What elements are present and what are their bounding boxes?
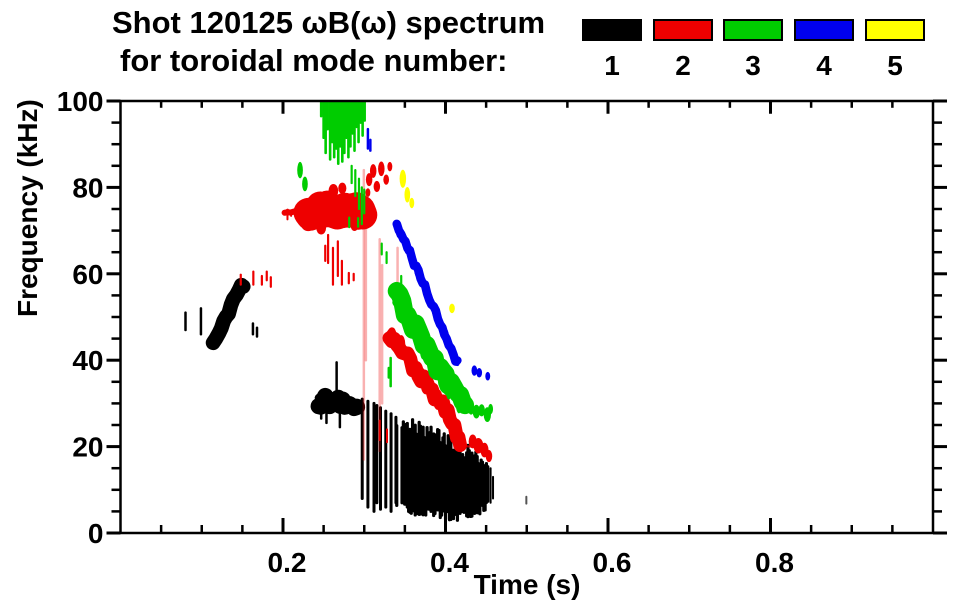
x-tick-label: 0.2	[268, 547, 307, 578]
series-mode-5	[399, 169, 455, 314]
series-mode-4	[366, 127, 491, 381]
y-tick-label: 40	[72, 345, 103, 376]
x-tick-label: 0.8	[755, 547, 794, 578]
legend-label-mode-3: 3	[745, 50, 761, 81]
legend-swatch-mode-1	[582, 19, 642, 41]
legend-swatch-mode-5	[865, 19, 925, 41]
y-tick-label: 20	[72, 432, 103, 463]
series-mode-2	[239, 161, 493, 463]
legend-swatch-mode-3	[723, 19, 783, 41]
legend-swatch-mode-2	[653, 19, 713, 41]
x-tick-label: 0.4	[430, 547, 469, 578]
chart-title-line2: for toroidal mode number:	[120, 43, 508, 78]
legend-label-mode-1: 1	[604, 50, 620, 81]
y-tick-label: 80	[72, 172, 103, 203]
axis-ticks	[106, 99, 947, 535]
y-tick-label: 60	[72, 259, 103, 290]
legend-label-mode-4: 4	[816, 50, 832, 81]
series-mode-1	[184, 277, 528, 522]
y-tick-label: 100	[57, 86, 104, 117]
legend-label-mode-5: 5	[887, 50, 903, 81]
chart-title-line1: Shot 120125 ωB(ω) spectrum	[112, 5, 546, 40]
y-tick-label: 0	[88, 518, 104, 549]
plot-frame	[119, 99, 935, 535]
legend-label-mode-2: 2	[675, 50, 691, 81]
series-layer	[184, 101, 528, 522]
series-mode-3	[297, 101, 494, 422]
x-tick-label: 0.6	[593, 547, 632, 578]
legend-swatch-mode-4	[794, 19, 854, 41]
